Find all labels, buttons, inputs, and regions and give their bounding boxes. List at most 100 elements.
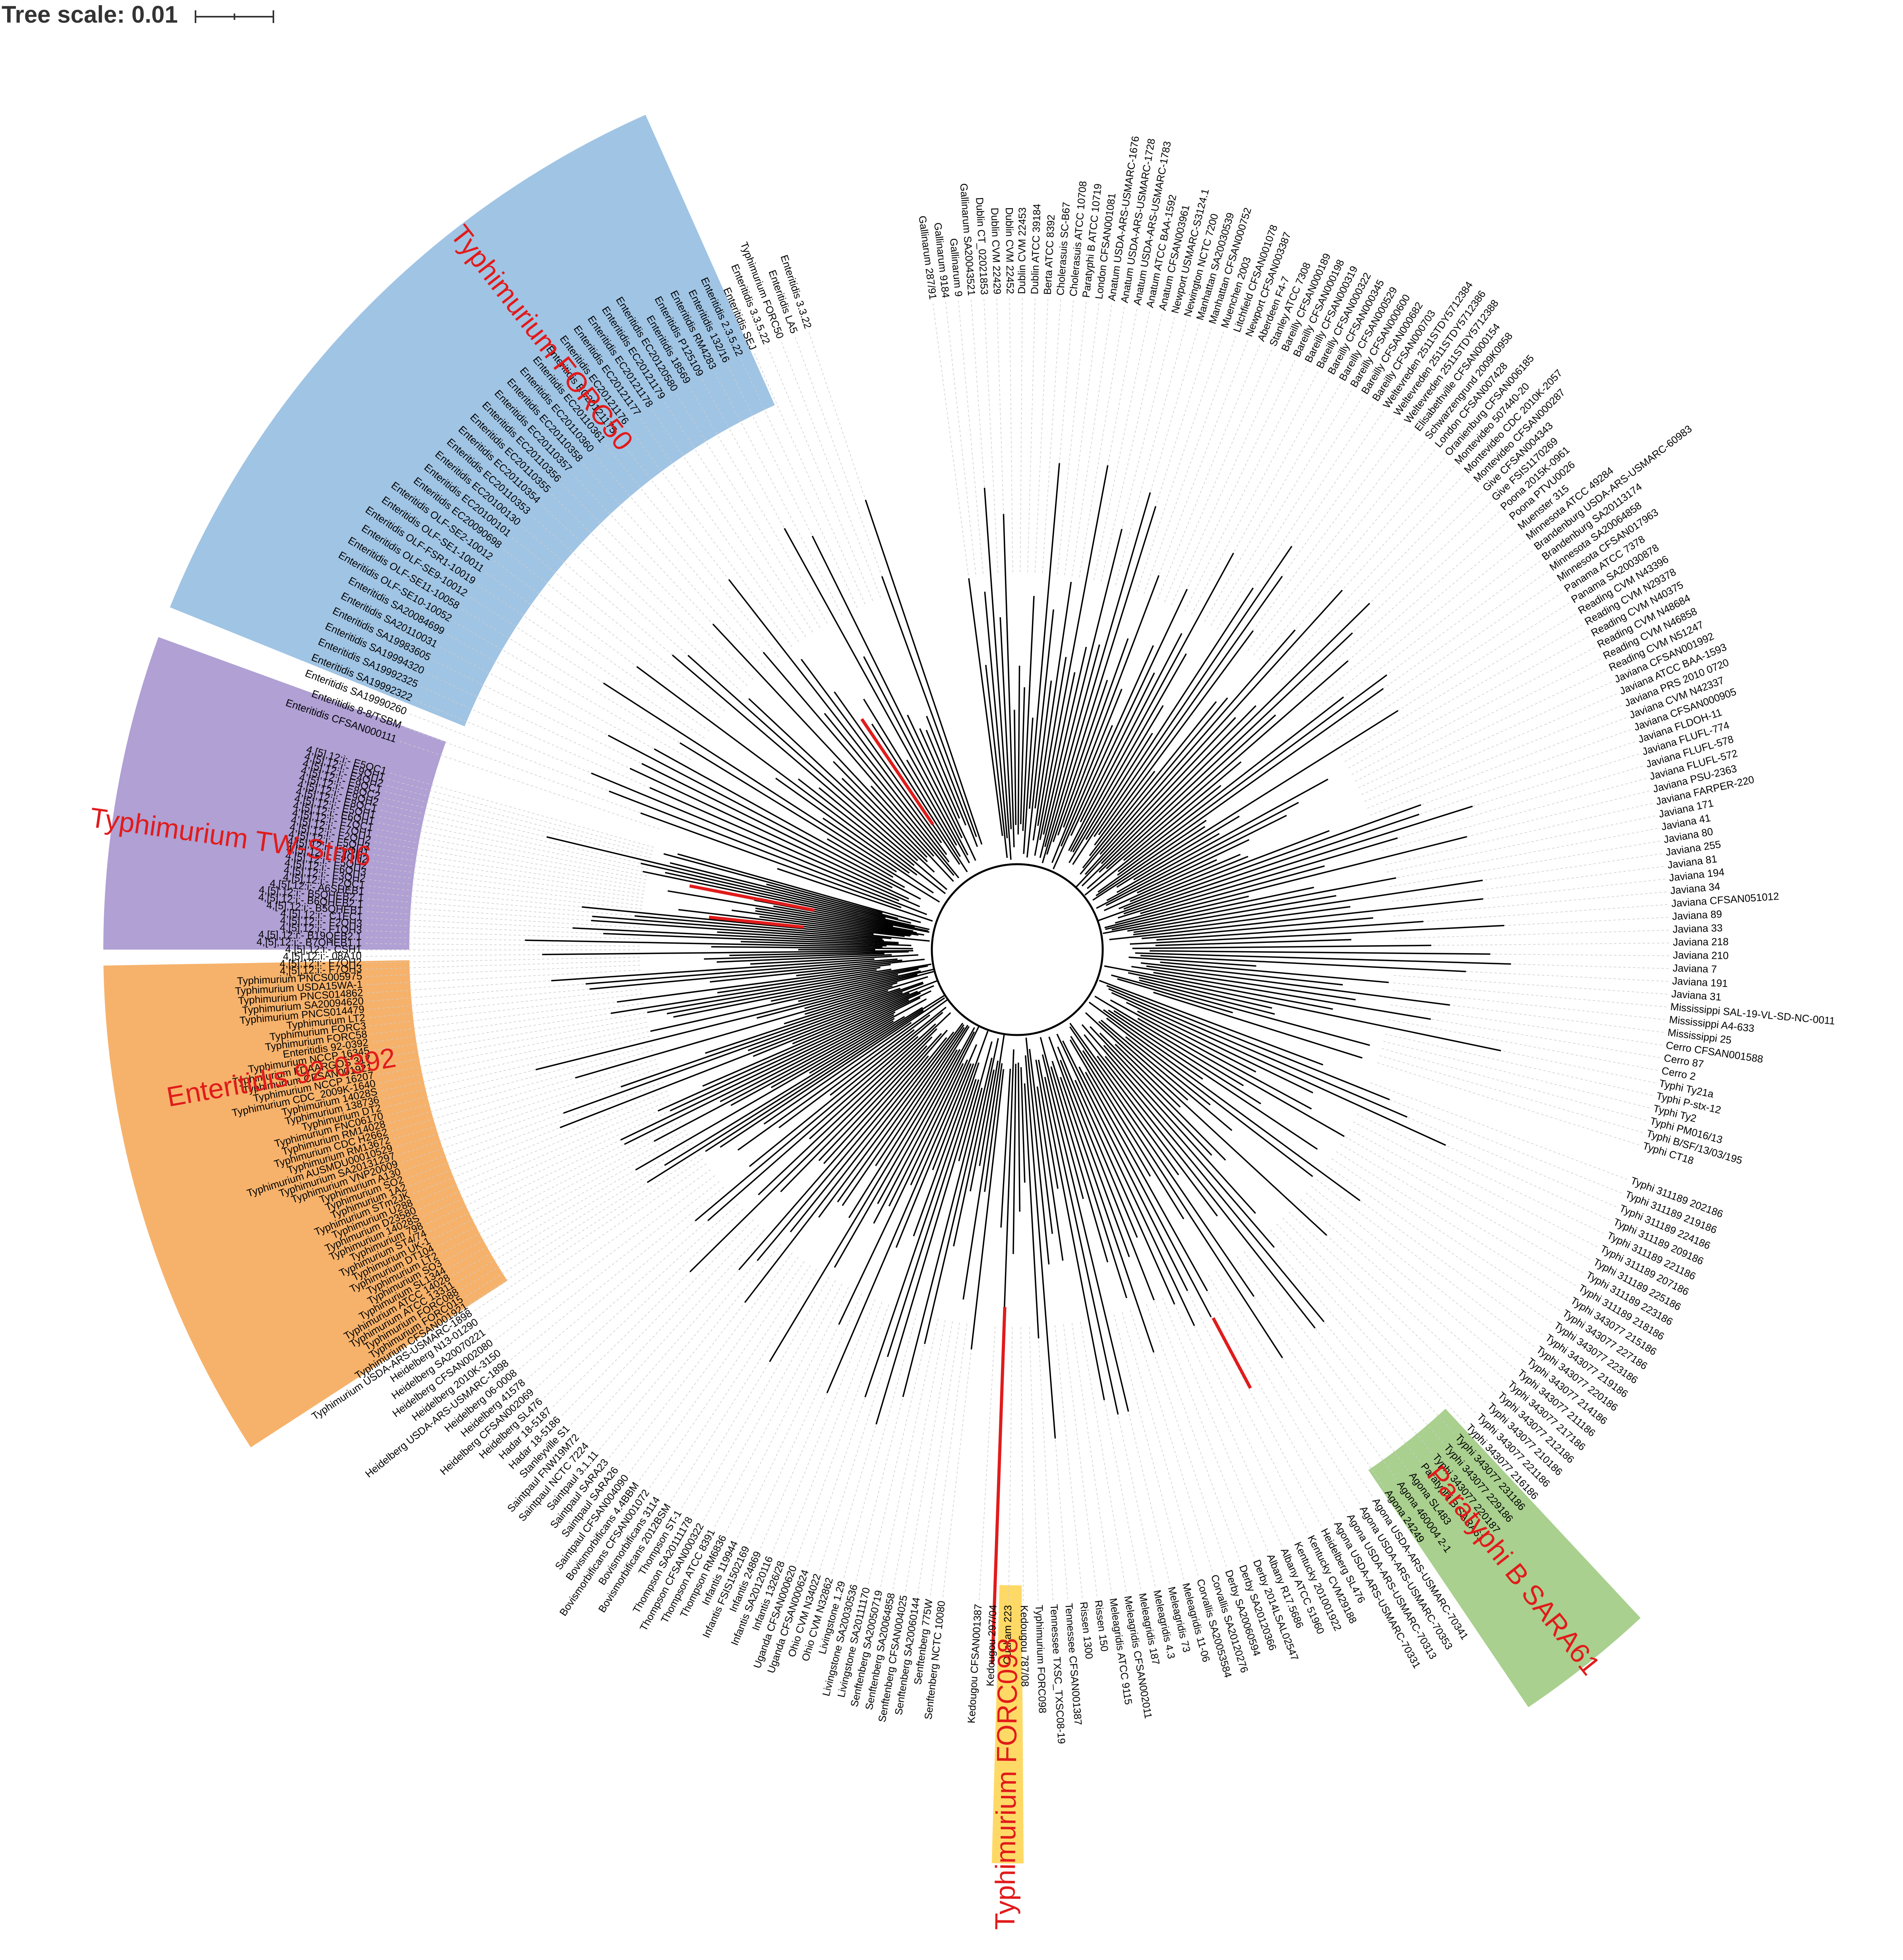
leaf-guide: [670, 1269, 817, 1502]
tree-branch: [924, 1058, 993, 1344]
leaf-guide: [1370, 1082, 1627, 1180]
tree-branch: [610, 968, 892, 1014]
leaf-guide: [1311, 1186, 1525, 1358]
tree-branch: [1057, 1046, 1138, 1238]
tree-branch: [1069, 705, 1164, 863]
leaf-guide: [1340, 1144, 1576, 1286]
tree-branch: [1111, 992, 1446, 1146]
tree-branch: [1098, 632, 1353, 873]
leaf-guide: [503, 549, 720, 718]
leaf-guide: [703, 1280, 836, 1521]
tree-branch: [766, 883, 898, 919]
tree-branch: [910, 1059, 968, 1186]
tree-branch: [1123, 761, 1242, 861]
leaf-guide: [1344, 625, 1583, 762]
tree-branch: [1072, 587, 1254, 865]
leaf-guide: [561, 1219, 754, 1416]
tree-branch: [1133, 879, 1483, 933]
tree-branch: [707, 1036, 919, 1221]
tree-branch: [1089, 770, 1156, 856]
leaf-guide: [1388, 828, 1658, 880]
tree-branch: [712, 623, 954, 882]
tree-branch: [790, 1037, 947, 1232]
tree-branch: [1140, 962, 1343, 986]
tree-branch: [1053, 645, 1154, 869]
leaf-label: Kedougou 787/08: [1018, 1605, 1031, 1687]
tree-branch: [1110, 999, 1312, 1110]
tree-branch: [1117, 978, 1233, 1014]
tree-branch: [907, 714, 976, 861]
tree-branch: [1155, 939, 1351, 946]
tree-branch: [798, 778, 946, 894]
tree-branch: [962, 1034, 1005, 1300]
tree-branch: [834, 1049, 961, 1268]
leaf-label: Rissen 150: [1092, 1599, 1111, 1652]
tree-branch: [563, 983, 924, 1114]
tree-branch: [1000, 1068, 1011, 1228]
tree-branch: [842, 1027, 965, 1206]
tree-branch: [983, 488, 1012, 860]
leaf-label: Ouakam 223: [1001, 1605, 1014, 1664]
tree-branch: [670, 999, 909, 1112]
tree-branch: [755, 910, 919, 936]
tree-branch: [902, 1087, 983, 1397]
tree-branch: [1099, 1032, 1226, 1161]
tree-branch: [1085, 1072, 1208, 1292]
leaf-guide: [1080, 1322, 1127, 1592]
leaf-guide: [917, 1322, 960, 1594]
tree-branch: [1072, 653, 1187, 853]
tree-branch: [710, 958, 925, 983]
tree-branch: [591, 920, 884, 941]
leaf-guide: [1388, 1019, 1658, 1071]
tree-branch: [717, 969, 877, 994]
tree-branch: [873, 1031, 975, 1224]
leaf-label: 4,[5],12:i:- F1QH3: [280, 921, 362, 936]
tree-branch: [1081, 1024, 1275, 1248]
leaf-guide: [1008, 1327, 1013, 1601]
tree-branch: [1115, 1043, 1181, 1108]
tree-branch: [1106, 1018, 1313, 1177]
leaf-guide: [1315, 550, 1533, 719]
tree-branch: [875, 1025, 968, 1167]
tree-branch: [1093, 546, 1293, 837]
leaf-guide: [1394, 930, 1669, 939]
leaf-guide: [1306, 530, 1517, 707]
tree-branch: [1094, 630, 1254, 846]
leaf-guide: [1241, 425, 1405, 646]
leaf-guide: [1009, 298, 1013, 573]
orange-clade-sector: [103, 960, 507, 1447]
leaf-guide: [1020, 298, 1023, 573]
leaf-guide: [772, 1299, 876, 1554]
tree-branch: [575, 985, 893, 1079]
tree-branch: [1099, 980, 1324, 1066]
tree-branch: [763, 652, 954, 876]
leaf-guide: [1336, 1151, 1568, 1298]
purple-clade-sector: [103, 637, 446, 950]
tree-branch: [1086, 660, 1349, 889]
tree-branch: [1081, 603, 1371, 887]
tree-branch: [1132, 944, 1431, 949]
tree-branch: [926, 716, 978, 847]
tree-branch: [738, 1029, 948, 1271]
tree-branch: [1078, 1066, 1212, 1318]
tree-branch: [635, 1020, 894, 1171]
tree-branch: [1040, 1037, 1084, 1199]
leaf-guide: [629, 1252, 793, 1473]
tree-branch: [589, 959, 902, 990]
tree-branch: [1140, 955, 1466, 972]
tree-branch: [608, 735, 921, 900]
tree-branch: [758, 1012, 951, 1196]
tree-branch: [1059, 1060, 1155, 1300]
leaf-guide: [1355, 658, 1601, 782]
tree-branch: [1113, 1010, 1261, 1105]
tree-branch: [1156, 921, 1424, 941]
tree-branch: [1036, 1086, 1064, 1261]
tree-branch: [1085, 1012, 1327, 1236]
tree-branch: [913, 1031, 989, 1236]
tree-branch: [1048, 1036, 1130, 1258]
leaf-guide: [1079, 307, 1125, 578]
tree-branch: [737, 998, 949, 1151]
leaf-label: Javiana 33: [1673, 922, 1723, 935]
tree-branch: [559, 980, 938, 1128]
tree-branch: [756, 971, 934, 1019]
